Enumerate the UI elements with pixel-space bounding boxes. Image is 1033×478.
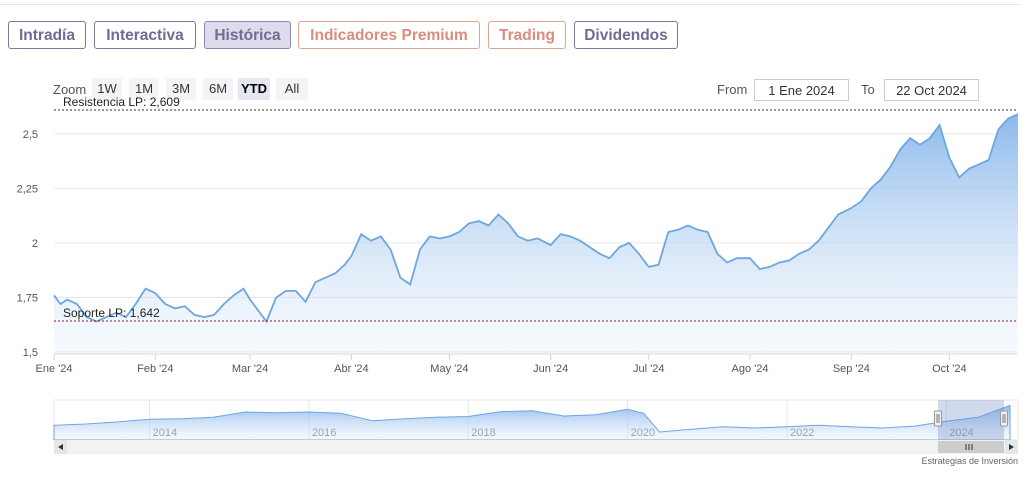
y-tick-label: 1,75: [17, 292, 38, 304]
y-tick-label: 2: [32, 238, 38, 250]
x-tick-label: Abr '24: [334, 363, 369, 375]
resistance-label: Resistencia LP: 2,609: [63, 95, 180, 109]
x-tick-label: Ene '24: [36, 363, 73, 375]
x-tick-label: Sep '24: [833, 363, 870, 375]
y-tick-label: 2,25: [17, 183, 38, 195]
zoom-all-button[interactable]: All: [276, 78, 308, 100]
scroll-left-arrow-icon: [58, 444, 63, 450]
support-label: Soporte LP: 1,642: [63, 306, 160, 320]
zoom-1w-button[interactable]: 1W: [92, 78, 122, 100]
from-date-input[interactable]: 1 Ene 2024: [754, 79, 849, 101]
navigator-left-handle[interactable]: [934, 410, 942, 427]
scroll-right-arrow-icon: [1009, 444, 1014, 450]
to-date-input[interactable]: 22 Oct 2024: [884, 79, 979, 101]
navigator-area: [53, 404, 1011, 441]
scrollbar-thumb[interactable]: [938, 441, 1004, 453]
tab-interactiva[interactable]: Interactiva: [94, 21, 196, 49]
credit-text: Estrategias de Inversión: [921, 456, 1018, 466]
tab-indicadores-premium[interactable]: Indicadores Premium: [298, 21, 480, 49]
zoom-ytd-button[interactable]: YTD: [238, 78, 270, 100]
to-label: To: [861, 82, 875, 97]
x-tick-label: Ago '24: [732, 363, 769, 375]
x-tick-label: Mar '24: [232, 363, 268, 375]
x-tick-label: May '24: [430, 363, 468, 375]
zoom-6m-button[interactable]: 6M: [203, 78, 233, 100]
navigator-right-handle[interactable]: [1000, 410, 1008, 427]
x-tick-label: Oct '24: [932, 363, 967, 375]
y-tick-label: 1,5: [23, 347, 38, 359]
series-line: [53, 113, 1019, 324]
zoom-3m-button[interactable]: 3M: [166, 78, 196, 100]
zoom-label: Zoom: [53, 82, 87, 97]
y-tick-label: 2,5: [23, 129, 38, 141]
x-tick-label: Jul '24: [633, 363, 664, 375]
tab-intradia[interactable]: Intradía: [8, 21, 86, 49]
tab-trading[interactable]: Trading: [488, 21, 566, 49]
scrollbar-track: [54, 440, 1018, 454]
from-label: From: [717, 82, 748, 97]
zoom-1m-button[interactable]: 1M: [129, 78, 159, 100]
series-area: [54, 114, 1018, 352]
navigator-selection: [938, 400, 1004, 440]
x-tick-label: Feb '24: [137, 363, 173, 375]
top-divider: [0, 4, 1020, 5]
x-tick-label: Jun '24: [533, 363, 568, 375]
tab-historica[interactable]: Histórica: [204, 21, 291, 49]
tab-dividendos[interactable]: Dividendos: [574, 21, 678, 49]
